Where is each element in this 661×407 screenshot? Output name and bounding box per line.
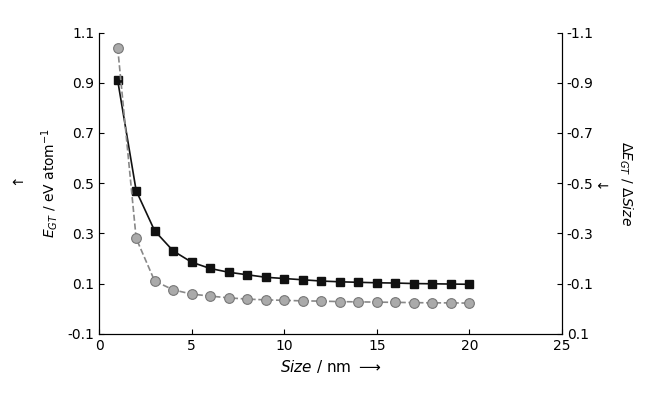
Y-axis label: $\Delta E_{GT}$ / $\Delta Size$
$\downarrow$: $\Delta E_{GT}$ / $\Delta Size$ $\downar… <box>594 141 635 225</box>
Y-axis label: $\uparrow$
$E_{GT}$ / eV atom$^{-1}$: $\uparrow$ $E_{GT}$ / eV atom$^{-1}$ <box>12 128 60 238</box>
X-axis label: $\it{Size}$ / nm $\longrightarrow$: $\it{Size}$ / nm $\longrightarrow$ <box>280 358 381 375</box>
